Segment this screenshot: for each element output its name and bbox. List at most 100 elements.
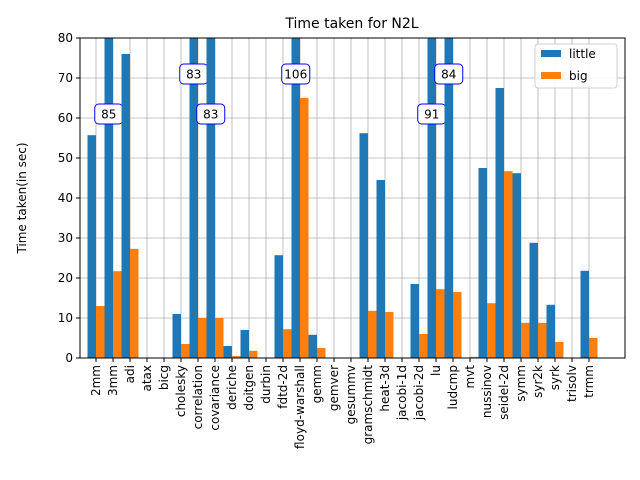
bar: [538, 322, 547, 358]
annotation-box: [281, 63, 311, 85]
x-tick-label: durbin: [259, 365, 273, 404]
x-tick-label: symm: [514, 365, 528, 402]
bar: [291, 38, 300, 358]
data-label: 84: [441, 68, 456, 82]
annotation-box: [434, 63, 464, 85]
bar: [308, 334, 317, 358]
chart-title: Time taken for N2L: [284, 16, 418, 32]
x-tick-label: correlation: [191, 365, 205, 429]
x-tick-label: gesummv: [344, 365, 358, 424]
bar: [249, 350, 258, 358]
bar: [580, 270, 589, 358]
bar: [96, 306, 105, 358]
x-tick-label: 3mm: [106, 365, 120, 396]
x-tick-label: ludcmp: [446, 365, 460, 409]
annotation-box: [196, 103, 226, 125]
data-label: 83: [186, 68, 201, 82]
y-tick-label: 10: [58, 311, 73, 325]
x-tick-label: cholesky: [174, 365, 188, 417]
legend-label: little: [569, 47, 596, 61]
y-tick-label: 80: [58, 31, 73, 45]
legend-swatch: [541, 50, 561, 57]
y-tick-label: 60: [58, 111, 73, 125]
y-tick-label: 0: [65, 351, 73, 365]
x-tick-label: bicg: [157, 365, 171, 390]
bar: [206, 38, 215, 358]
bar: [555, 342, 564, 358]
x-tick-label: adi: [123, 365, 137, 383]
x-tick-label: lu: [429, 365, 443, 376]
x-tick-label: 2mm: [89, 365, 103, 396]
x-tick-label: heat-3d: [378, 365, 392, 412]
bar: [470, 356, 479, 358]
x-tick-label: gemver: [327, 365, 341, 411]
bar: [359, 133, 368, 358]
bar: [223, 346, 232, 358]
bar: [87, 135, 96, 358]
x-tick-label: gramschmidt: [361, 365, 375, 445]
bar: [368, 310, 377, 358]
data-label: 106: [284, 68, 307, 82]
x-tick-label: mvt: [463, 365, 477, 389]
bar: [419, 334, 428, 358]
x-tick-label: deriche: [225, 365, 239, 410]
x-tick-label: covariance: [208, 365, 222, 431]
axes-frame: [79, 37, 626, 359]
data-label: 83: [203, 108, 218, 122]
y-tick-label: 70: [58, 71, 73, 85]
x-tick-label: jacobi-1d: [395, 365, 409, 421]
bar: [427, 38, 436, 358]
y-tick-label: 50: [58, 151, 73, 165]
bar: [478, 168, 487, 358]
bar: [453, 292, 462, 358]
x-tick-label: floyd-warshall: [293, 365, 307, 449]
bar: [232, 356, 241, 358]
bar: [317, 348, 326, 358]
x-tick-label: nussinov: [480, 365, 494, 418]
bar: [189, 38, 198, 358]
bar: [215, 318, 224, 358]
y-tick-label: 40: [58, 191, 73, 205]
x-tick-label: trmm: [582, 365, 596, 398]
x-tick-label: gemm: [310, 365, 324, 403]
x-tick-label: fdtd-2d: [276, 365, 290, 409]
x-tick-label: atax: [140, 365, 154, 392]
x-tick-label: syrk: [548, 365, 562, 390]
legend-label: big: [569, 69, 588, 83]
bar: [300, 98, 309, 358]
bar: [546, 304, 555, 358]
bar: [113, 271, 122, 358]
x-tick-label: seidel-2d: [497, 365, 511, 420]
y-tick-label: 20: [58, 271, 73, 285]
bar: [376, 180, 385, 358]
legend-swatch: [541, 72, 561, 79]
bar: [495, 88, 504, 358]
bar: [172, 314, 181, 358]
x-tick-label: doitgen: [242, 365, 256, 411]
bar: [198, 318, 207, 358]
data-label: 91: [424, 108, 439, 122]
y-axis-label: Time taken(in sec): [15, 142, 29, 254]
bar: [410, 284, 419, 358]
bar: [521, 322, 530, 358]
bar: [181, 344, 190, 358]
bar: [504, 171, 513, 358]
bar: [436, 289, 445, 358]
x-tick-label: jacobi-2d: [412, 365, 426, 421]
bar: [589, 338, 598, 358]
data-label: 85: [101, 108, 116, 122]
bar: [529, 242, 538, 358]
bar: [385, 312, 394, 358]
bar: [121, 54, 130, 358]
bar: [130, 248, 139, 358]
y-tick-label: 30: [58, 231, 73, 245]
bar: [240, 330, 249, 358]
bar: [274, 255, 283, 358]
bar: [444, 38, 453, 358]
x-tick-label: trisolv: [565, 365, 579, 402]
bar: [487, 303, 496, 358]
bar: [512, 173, 521, 358]
bar: [104, 38, 113, 358]
bar: [283, 329, 292, 358]
